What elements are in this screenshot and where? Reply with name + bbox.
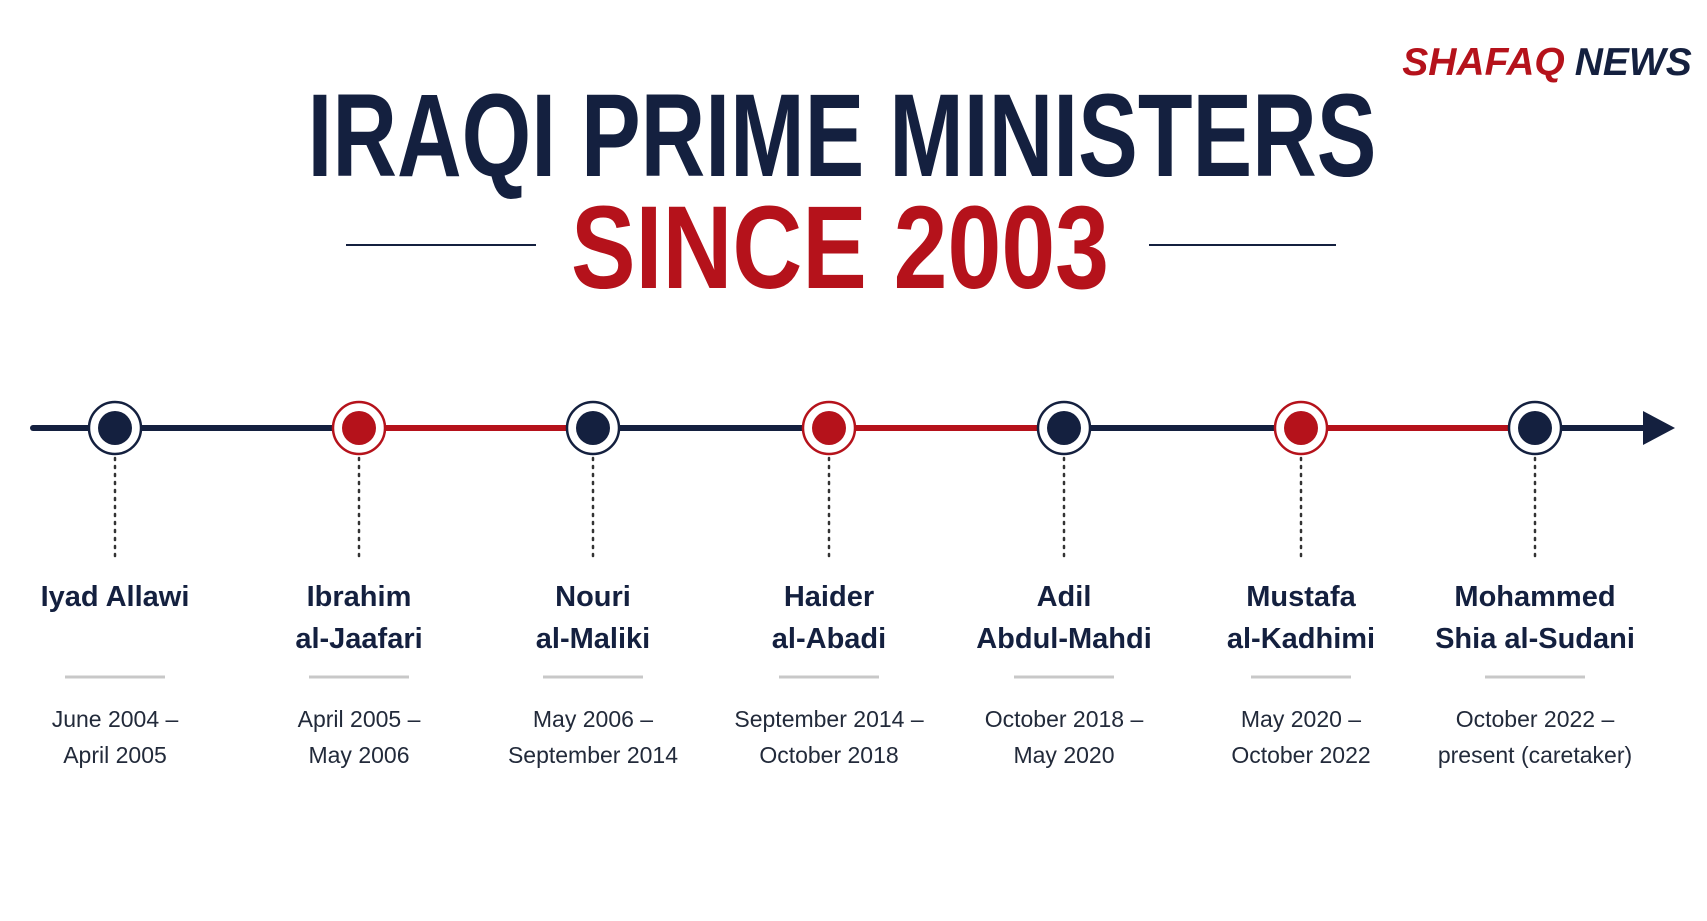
timeline-arrow [1643, 411, 1675, 445]
pm-name: al-Abadi [772, 623, 886, 655]
pm-term: June 2004 – [52, 706, 179, 732]
timeline: Iyad Allawi June 2004 – April 2005 Ibrahim a… [30, 400, 1675, 768]
pm-name: Mustafa [1246, 581, 1356, 613]
pm-term: October 2022 – [1456, 706, 1615, 732]
pm-term: October 2018 [759, 742, 898, 768]
pm-name: Nouri [555, 581, 631, 613]
timeline-dot [1047, 411, 1081, 445]
timeline-dot [812, 411, 846, 445]
pm-term: present (caretaker) [1438, 742, 1632, 768]
timeline-dot [576, 411, 610, 445]
pm-term: October 2022 [1231, 742, 1370, 768]
pm-name: Haider [784, 581, 874, 613]
pm-name: al-Maliki [536, 623, 650, 655]
title-line: IRAQI PRIME MINISTERS [308, 70, 1377, 202]
pm-name: Ibrahim [307, 581, 412, 613]
pm-term: April 2005 [63, 742, 167, 768]
pm-term: May 2006 [308, 742, 409, 768]
brand-part: NEWS [1575, 41, 1692, 84]
pm-name: Abdul-Mahdi [976, 623, 1152, 655]
pm-name: al-Kadhimi [1227, 623, 1375, 655]
pm-name: Shia al-Sudani [1435, 623, 1635, 655]
pm-term: April 2005 – [298, 706, 421, 732]
pm-name: Mohammed [1454, 581, 1615, 613]
title-line: SINCE 2003 [571, 182, 1109, 314]
pm-name: Adil [1037, 581, 1092, 613]
pm-term: May 2020 [1013, 742, 1114, 768]
pm-name: al-Jaafari [295, 623, 422, 655]
timeline-dot [342, 411, 376, 445]
brand-logo: SHAFAQ NEWS [1402, 41, 1692, 84]
pm-term: October 2018 – [985, 706, 1144, 732]
timeline-dot [98, 411, 132, 445]
pm-term: September 2014 [508, 742, 678, 768]
pm-name: Iyad Allawi [41, 581, 190, 613]
pm-term: May 2006 – [533, 706, 653, 732]
pm-term: September 2014 – [734, 706, 923, 732]
brand-part: SHAFAQ [1402, 41, 1565, 84]
timeline-dot [1518, 411, 1552, 445]
timeline-dot [1284, 411, 1318, 445]
pm-term: May 2020 – [1241, 706, 1361, 732]
